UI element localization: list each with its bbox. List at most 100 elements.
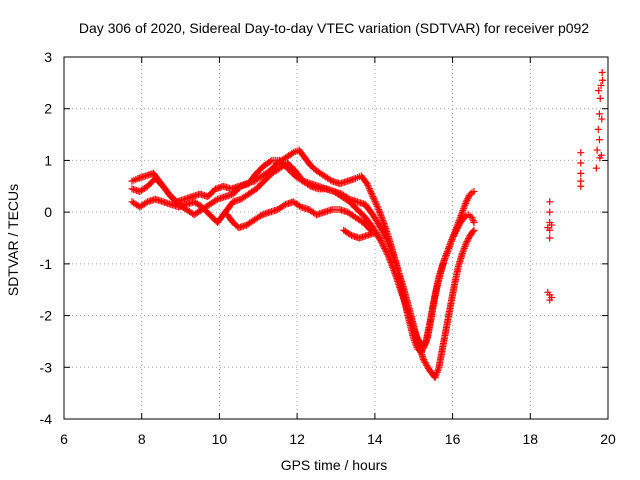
data-point	[373, 202, 381, 210]
data-point	[598, 69, 606, 77]
data-point	[465, 235, 473, 243]
data-point	[453, 222, 461, 230]
data-point	[381, 233, 389, 241]
data-point	[367, 188, 375, 196]
data-point	[379, 228, 387, 236]
data-point	[433, 368, 441, 376]
data-point	[440, 258, 448, 266]
data-point	[462, 241, 470, 249]
data-point	[382, 235, 390, 243]
data-point	[446, 241, 454, 249]
x-tick-label: 6	[60, 431, 68, 447]
data-point	[441, 253, 449, 261]
data-point	[465, 193, 473, 201]
data-point	[420, 357, 428, 365]
data-point	[212, 196, 220, 204]
data-point	[423, 361, 431, 369]
data-point	[280, 201, 288, 209]
data-point	[461, 243, 469, 251]
data-point	[594, 125, 602, 133]
data-point	[469, 215, 477, 223]
data-point	[460, 244, 468, 252]
data-point	[366, 186, 374, 194]
data-point	[377, 237, 385, 245]
data-point	[463, 196, 471, 204]
data-point	[422, 338, 430, 346]
y-tick-label: -4	[40, 411, 53, 427]
x-tick-label: 12	[289, 431, 305, 447]
data-point	[463, 238, 471, 246]
data-point	[371, 197, 379, 205]
data-point	[461, 201, 469, 209]
data-point	[445, 244, 453, 252]
data-point	[368, 191, 376, 199]
data-points	[128, 69, 607, 382]
y-tick-label: 3	[44, 49, 52, 65]
data-point	[371, 229, 379, 237]
y-axis-label: SDTVAR / TECUs	[5, 184, 21, 296]
data-point	[470, 187, 478, 195]
data-point	[432, 370, 440, 378]
data-point	[544, 224, 552, 232]
data-point	[441, 255, 449, 263]
data-point	[373, 201, 381, 209]
data-point	[459, 206, 467, 214]
data-point	[377, 224, 385, 232]
data-point	[546, 208, 554, 216]
data-point	[548, 221, 556, 229]
data-point	[452, 224, 460, 232]
data-point	[449, 234, 457, 242]
data-point	[444, 246, 452, 254]
data-point	[384, 238, 392, 246]
data-point	[364, 181, 372, 189]
data-point	[451, 229, 459, 237]
data-point	[381, 231, 389, 239]
grid-lines	[64, 57, 608, 419]
data-point	[370, 194, 378, 202]
data-point	[596, 154, 604, 162]
y-tick-label: -3	[40, 359, 53, 375]
data-point	[295, 202, 303, 210]
data-point	[470, 226, 478, 234]
data-point	[450, 231, 458, 239]
data-point	[592, 164, 600, 172]
data-point	[421, 339, 429, 347]
data-point	[546, 234, 554, 242]
data-point	[546, 198, 554, 206]
data-point	[447, 239, 455, 247]
x-tick-label: 8	[138, 431, 146, 447]
data-point	[423, 336, 431, 344]
data-point	[380, 230, 388, 238]
data-point	[456, 215, 464, 223]
data-point	[458, 250, 466, 258]
data-point	[365, 185, 373, 193]
data-point	[419, 356, 427, 364]
data-point	[305, 181, 313, 189]
data-point	[460, 205, 468, 213]
data-point	[365, 183, 373, 191]
data-point	[448, 236, 456, 244]
data-point	[327, 176, 335, 184]
data-point	[459, 248, 467, 256]
x-tick-label: 18	[522, 431, 538, 447]
data-point	[454, 218, 462, 226]
data-point	[378, 227, 386, 235]
x-tick-label: 16	[445, 431, 461, 447]
data-point	[370, 196, 378, 204]
data-point	[377, 225, 385, 233]
data-point	[439, 260, 447, 268]
data-point	[595, 136, 603, 144]
data-point	[460, 203, 468, 211]
data-point	[456, 213, 464, 221]
data-point	[596, 94, 604, 102]
data-point	[470, 218, 478, 226]
y-tick-label: 2	[44, 101, 52, 117]
data-point	[257, 212, 265, 220]
data-point	[577, 169, 585, 177]
data-point	[379, 241, 387, 249]
data-point	[447, 237, 455, 245]
data-point	[383, 236, 391, 244]
data-point	[458, 210, 466, 218]
